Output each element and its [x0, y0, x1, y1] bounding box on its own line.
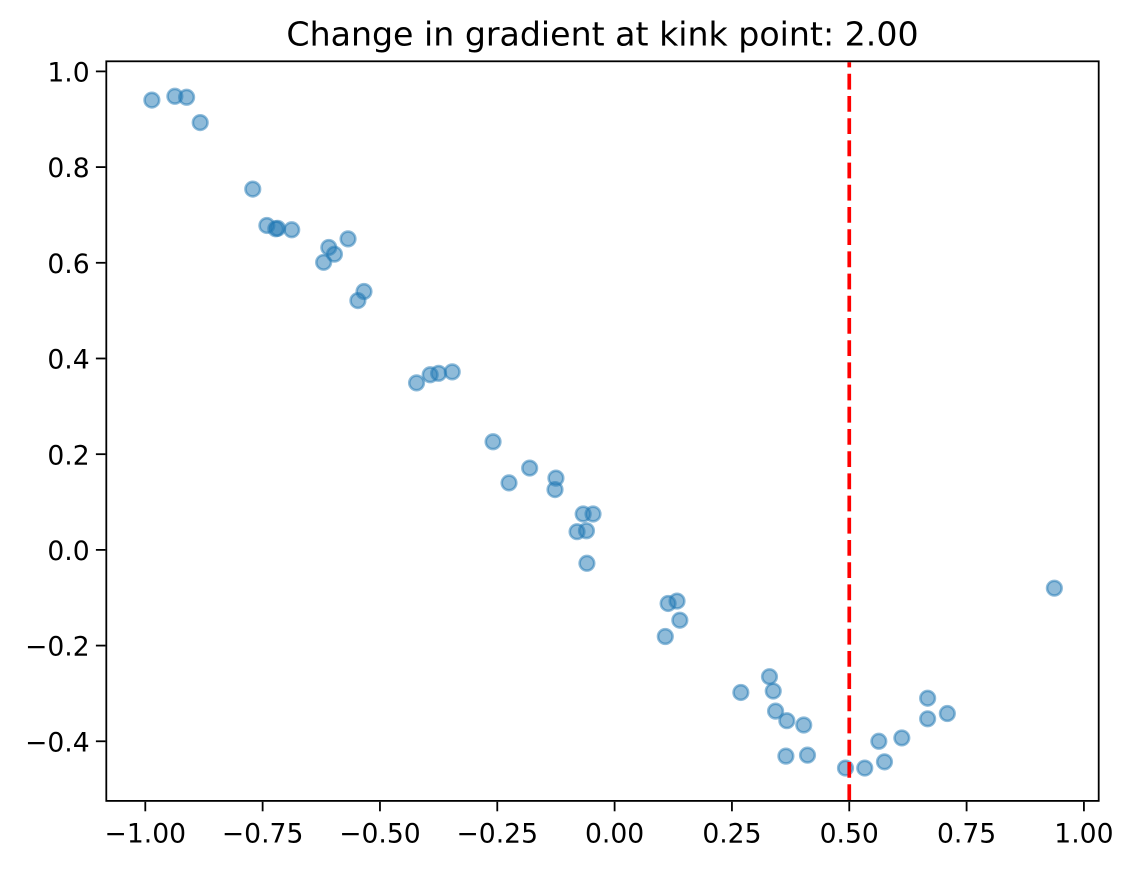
scatter-point	[269, 219, 287, 237]
scatter-point	[856, 759, 874, 777]
scatter-point	[760, 668, 779, 686]
scatter-point	[339, 230, 357, 248]
y-tick-label: 1.0	[47, 57, 89, 88]
y-tick-label: 0.8	[47, 153, 89, 184]
scatter-point	[484, 433, 502, 451]
scatter-point	[778, 712, 796, 730]
scatter-point	[430, 364, 448, 382]
scatter-point	[764, 682, 782, 700]
scatter-point	[777, 747, 795, 765]
y-tick-label: −0.2	[25, 632, 90, 663]
scatter-point	[798, 746, 817, 764]
scatter-point	[1045, 579, 1063, 597]
scatter-point	[938, 704, 956, 723]
scatter-point	[143, 91, 161, 109]
scatter-point	[283, 221, 301, 239]
x-tick-label: 0.25	[702, 818, 761, 849]
scatter-point	[766, 702, 785, 720]
scatter-point	[875, 753, 894, 771]
y-tick-label: −0.4	[25, 727, 90, 758]
scatter-point	[584, 505, 602, 523]
x-tick-label: −0.75	[222, 818, 304, 849]
x-tick-label: 1.00	[1054, 818, 1113, 849]
scatter-point	[177, 88, 196, 106]
scatter-point	[919, 689, 937, 707]
x-tick-label: −0.50	[339, 818, 421, 849]
scatter-point	[656, 627, 674, 646]
scatter-point	[668, 592, 686, 610]
y-tick-label: 0.6	[47, 249, 89, 280]
y-tick-label: 0.4	[47, 345, 89, 376]
scatter-point	[546, 480, 564, 499]
scatter-points	[143, 87, 1063, 777]
x-tick-label: 0.75	[937, 818, 996, 849]
scatter-point	[521, 459, 539, 477]
scatter-point	[191, 113, 209, 132]
scatter-point	[244, 180, 262, 198]
scatter-point	[443, 363, 461, 381]
scatter-point	[795, 716, 813, 734]
scatter-point	[893, 729, 911, 747]
scatter-point	[315, 253, 333, 271]
x-tick-label: 0.50	[820, 818, 879, 849]
y-tick-label: 0.2	[47, 440, 89, 471]
scatter-point	[919, 710, 937, 728]
scatter-point	[732, 683, 750, 702]
y-tick-label: 0.0	[47, 536, 89, 567]
scatter-point	[577, 522, 596, 540]
x-tick-label: −1.00	[105, 818, 187, 849]
y-axis-ticks: −0.4 −0.2 0.0 0.2 0.4 0.6 0.8 1.0	[25, 57, 106, 758]
axes-frame	[105, 60, 1100, 802]
x-tick-label: 0.00	[585, 818, 644, 849]
scatter-point	[671, 611, 689, 629]
x-axis-ticks: −1.00 −0.75 −0.50 −0.25 0.00 0.25 0.50 0.75 1.00	[105, 801, 1114, 849]
plot-title: Change in gradient at kink point: 2.00	[286, 14, 918, 53]
scatter-point	[870, 732, 888, 750]
scatter-point	[500, 474, 518, 492]
scatter-point	[578, 554, 596, 572]
scatter-point	[349, 291, 367, 310]
x-tick-label: −0.25	[457, 818, 539, 849]
scatter-point	[407, 374, 426, 392]
